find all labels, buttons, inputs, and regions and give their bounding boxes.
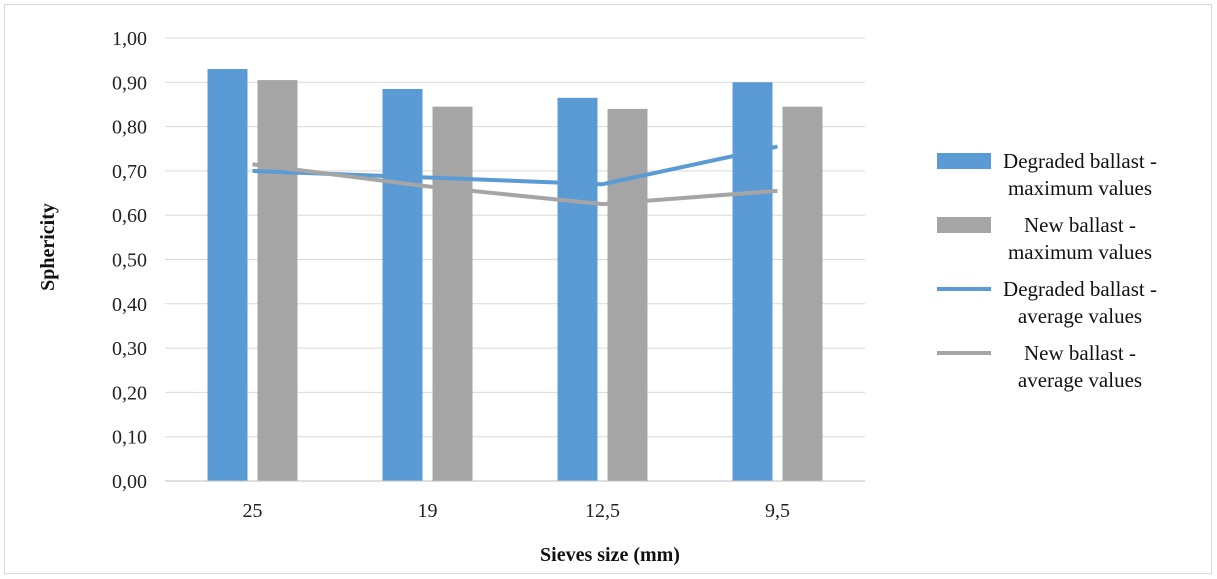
legend-label: New ballast - (1024, 341, 1136, 365)
y-tick-label: 0,40 (112, 294, 147, 316)
bar (382, 88, 423, 481)
bar (432, 106, 473, 481)
y-tick-label: 0,80 (112, 117, 147, 139)
y-tick-label: 0,20 (112, 382, 147, 404)
legend-label: average values (1018, 304, 1142, 328)
bars (207, 69, 823, 482)
y-tick-label: 0,10 (112, 427, 147, 449)
axes: 0,00 0,10 0,20 0,30 0,40 0,50 0,60 0,70 0,80 0,90… (112, 28, 865, 522)
x-tick-label: 19 (418, 500, 438, 522)
series-line (252, 162, 778, 207)
legend: Degraded ballast - maximum values New ball… (937, 149, 1157, 392)
y-tick-label: 0,90 (112, 72, 147, 94)
y-tick-label: 0,70 (112, 161, 147, 183)
legend-label: maximum values (1008, 240, 1152, 264)
legend-label: Degraded ballast - (1003, 277, 1157, 301)
legend-label: New ballast - (1024, 213, 1136, 237)
y-axis-title: Sphericity (37, 203, 59, 291)
chart-svg: 0,00 0,10 0,20 0,30 0,40 0,50 0,60 0,70 0,80 0,90… (37, 28, 1157, 566)
bar (207, 69, 248, 481)
x-tick-label: 25 (243, 500, 263, 522)
series-line (252, 144, 778, 187)
x-tick-label: 9,5 (765, 500, 790, 522)
y-tick-label: 0,00 (112, 471, 147, 493)
legend-label: average values (1018, 368, 1142, 392)
x-axis-title: Sieves size (mm) (540, 544, 680, 566)
x-tick-label: 12,5 (585, 500, 620, 522)
y-tick-label: 0,30 (112, 338, 147, 360)
chart-frame: 0,00 0,10 0,20 0,30 0,40 0,50 0,60 0,70 0,80 0,90… (4, 4, 1212, 574)
legend-label: Degraded ballast - (1003, 149, 1157, 173)
bar (557, 97, 598, 482)
legend-swatch (937, 153, 991, 169)
bar (732, 82, 773, 482)
lines (252, 144, 778, 207)
bar (782, 106, 823, 481)
y-tick-label: 0,50 (112, 250, 147, 272)
legend-swatch (937, 217, 991, 233)
y-tick-label: 0,60 (112, 205, 147, 227)
legend-label: maximum values (1008, 176, 1152, 200)
y-tick-label: 1,00 (112, 28, 147, 50)
bar (257, 80, 298, 482)
bar (607, 108, 648, 481)
